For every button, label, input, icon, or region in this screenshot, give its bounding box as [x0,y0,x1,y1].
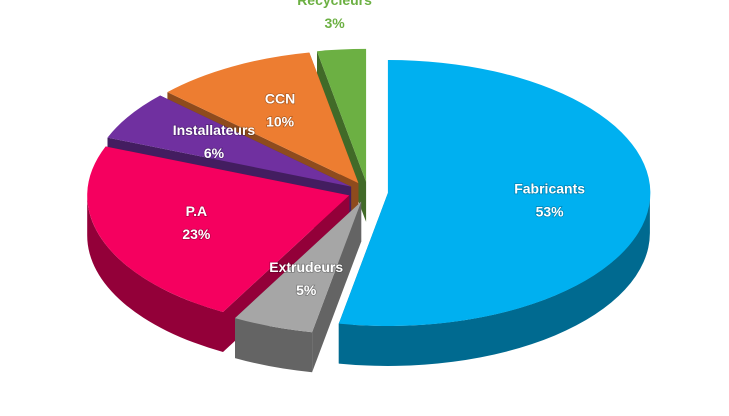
value-label: 5% [296,282,317,298]
slice-top [338,59,651,326]
slice-top [167,52,359,184]
value-label: 53% [536,203,565,219]
slice-top [87,146,350,312]
value-label: 23% [182,226,211,242]
slice [235,201,362,373]
slice-label: Installateurs [173,122,256,138]
slice-label: Fabricants [514,180,585,196]
slice-top [235,201,362,333]
value-label: 6% [204,145,225,161]
slice-top [107,95,352,187]
slice-label: Extrudeurs [269,259,343,275]
slice-top [317,48,367,182]
value-label: 3% [324,15,345,31]
slice-wall [338,193,650,366]
slice-wall [87,195,223,352]
slice-label: P.A [186,203,208,219]
slice-wall [235,318,313,373]
value-label: 10% [266,114,295,130]
slice-label: Recycleurs [297,0,372,8]
slice-label: CCN [265,91,295,107]
slice [338,59,651,366]
